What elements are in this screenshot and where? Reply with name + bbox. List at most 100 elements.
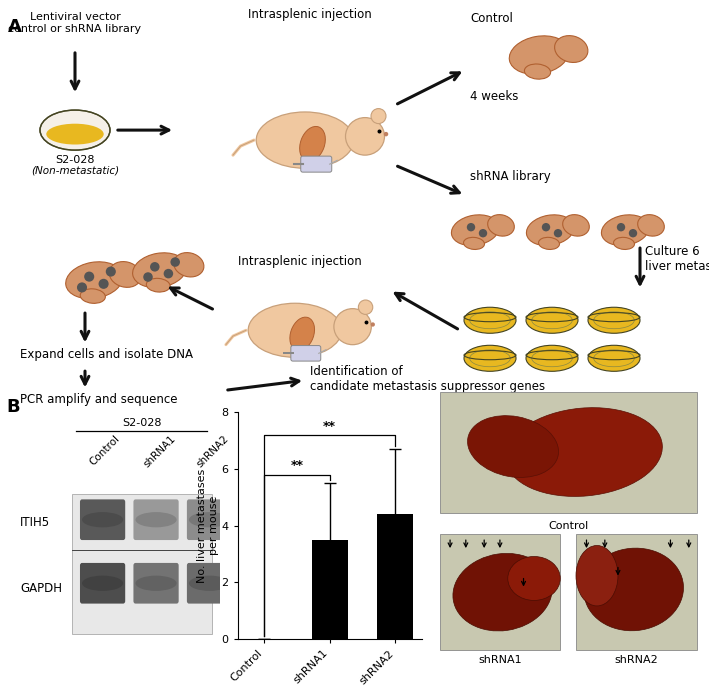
Ellipse shape <box>563 214 589 236</box>
Circle shape <box>629 229 637 238</box>
Ellipse shape <box>109 262 141 287</box>
Ellipse shape <box>539 237 559 249</box>
Ellipse shape <box>467 416 559 477</box>
Text: S2-028: S2-028 <box>122 418 162 428</box>
Ellipse shape <box>470 350 510 367</box>
Ellipse shape <box>46 124 104 144</box>
Ellipse shape <box>135 576 177 591</box>
Ellipse shape <box>334 308 372 345</box>
Ellipse shape <box>40 110 110 150</box>
Circle shape <box>164 269 173 278</box>
Ellipse shape <box>593 350 635 367</box>
FancyBboxPatch shape <box>187 499 232 540</box>
Ellipse shape <box>464 237 484 249</box>
Ellipse shape <box>300 126 325 161</box>
Circle shape <box>371 322 375 326</box>
Ellipse shape <box>601 215 649 245</box>
Circle shape <box>554 229 562 238</box>
Text: Control: Control <box>470 12 513 25</box>
FancyBboxPatch shape <box>291 346 320 361</box>
Circle shape <box>99 279 108 289</box>
Ellipse shape <box>82 576 123 591</box>
FancyBboxPatch shape <box>187 563 232 604</box>
FancyBboxPatch shape <box>576 534 697 650</box>
Text: 4 weeks: 4 weeks <box>470 90 518 103</box>
FancyBboxPatch shape <box>440 392 697 513</box>
Ellipse shape <box>453 554 552 631</box>
Text: Control: Control <box>548 521 588 531</box>
Text: A: A <box>8 18 22 36</box>
Ellipse shape <box>593 312 635 328</box>
Circle shape <box>170 258 180 267</box>
FancyBboxPatch shape <box>301 156 332 172</box>
Ellipse shape <box>464 346 516 371</box>
Ellipse shape <box>509 36 569 74</box>
Ellipse shape <box>506 407 662 497</box>
Ellipse shape <box>637 214 664 236</box>
Ellipse shape <box>135 512 177 528</box>
Y-axis label: No. liver metastases
per mouse: No. liver metastases per mouse <box>197 469 218 583</box>
Text: **: ** <box>323 420 336 433</box>
Circle shape <box>467 223 475 232</box>
Circle shape <box>479 229 487 238</box>
Ellipse shape <box>248 303 342 357</box>
Ellipse shape <box>526 307 578 333</box>
Ellipse shape <box>66 262 123 299</box>
Text: B: B <box>6 398 20 416</box>
Ellipse shape <box>146 278 170 292</box>
Ellipse shape <box>588 346 640 371</box>
Ellipse shape <box>525 64 551 79</box>
Ellipse shape <box>358 300 373 315</box>
Ellipse shape <box>189 576 230 591</box>
Ellipse shape <box>554 36 588 63</box>
Ellipse shape <box>371 109 386 124</box>
Circle shape <box>143 272 152 282</box>
Ellipse shape <box>588 307 640 333</box>
Circle shape <box>542 223 550 232</box>
Ellipse shape <box>189 512 230 528</box>
Ellipse shape <box>526 346 578 371</box>
Text: shRNA1: shRNA1 <box>142 433 177 469</box>
Text: shRNA library: shRNA library <box>470 170 551 183</box>
Text: Lentiviral vector
control or shRNA library: Lentiviral vector control or shRNA libra… <box>9 12 142 34</box>
FancyBboxPatch shape <box>80 499 125 540</box>
Ellipse shape <box>256 112 354 168</box>
Text: Intrasplenic injection: Intrasplenic injection <box>238 255 362 268</box>
FancyBboxPatch shape <box>133 563 179 604</box>
FancyBboxPatch shape <box>133 499 179 540</box>
FancyBboxPatch shape <box>80 563 125 604</box>
Circle shape <box>106 267 116 277</box>
Text: Control: Control <box>88 433 122 467</box>
Text: ITIH5: ITIH5 <box>21 516 50 529</box>
Text: PCR amplify and sequence: PCR amplify and sequence <box>20 394 177 406</box>
Ellipse shape <box>133 253 186 288</box>
FancyBboxPatch shape <box>440 534 560 650</box>
Text: Expand cells and isolate DNA: Expand cells and isolate DNA <box>20 348 193 361</box>
Bar <box>377 514 413 639</box>
Ellipse shape <box>470 312 510 328</box>
Text: shRNA2: shRNA2 <box>615 655 658 666</box>
Text: shRNA2: shRNA2 <box>195 433 231 469</box>
Ellipse shape <box>613 237 635 249</box>
Text: (Non-metastatic): (Non-metastatic) <box>31 165 119 175</box>
Circle shape <box>77 282 87 293</box>
Text: S2-028: S2-028 <box>55 155 95 165</box>
Ellipse shape <box>576 545 618 606</box>
Circle shape <box>84 271 94 282</box>
Ellipse shape <box>526 215 574 245</box>
Circle shape <box>617 223 625 232</box>
Ellipse shape <box>532 312 572 328</box>
Text: **: ** <box>290 460 303 472</box>
Circle shape <box>384 132 389 136</box>
Ellipse shape <box>488 214 514 236</box>
Ellipse shape <box>290 317 315 350</box>
Ellipse shape <box>82 512 123 528</box>
Text: Identification of
candidate metastasis suppressor genes: Identification of candidate metastasis s… <box>310 365 545 393</box>
Text: GAPDH: GAPDH <box>21 582 62 595</box>
Text: Intrasplenic injection: Intrasplenic injection <box>248 8 372 21</box>
Text: Culture 6
liver metastases: Culture 6 liver metastases <box>645 245 709 273</box>
Circle shape <box>150 262 160 271</box>
Ellipse shape <box>174 253 204 277</box>
Ellipse shape <box>80 289 106 304</box>
Bar <box>312 540 347 639</box>
